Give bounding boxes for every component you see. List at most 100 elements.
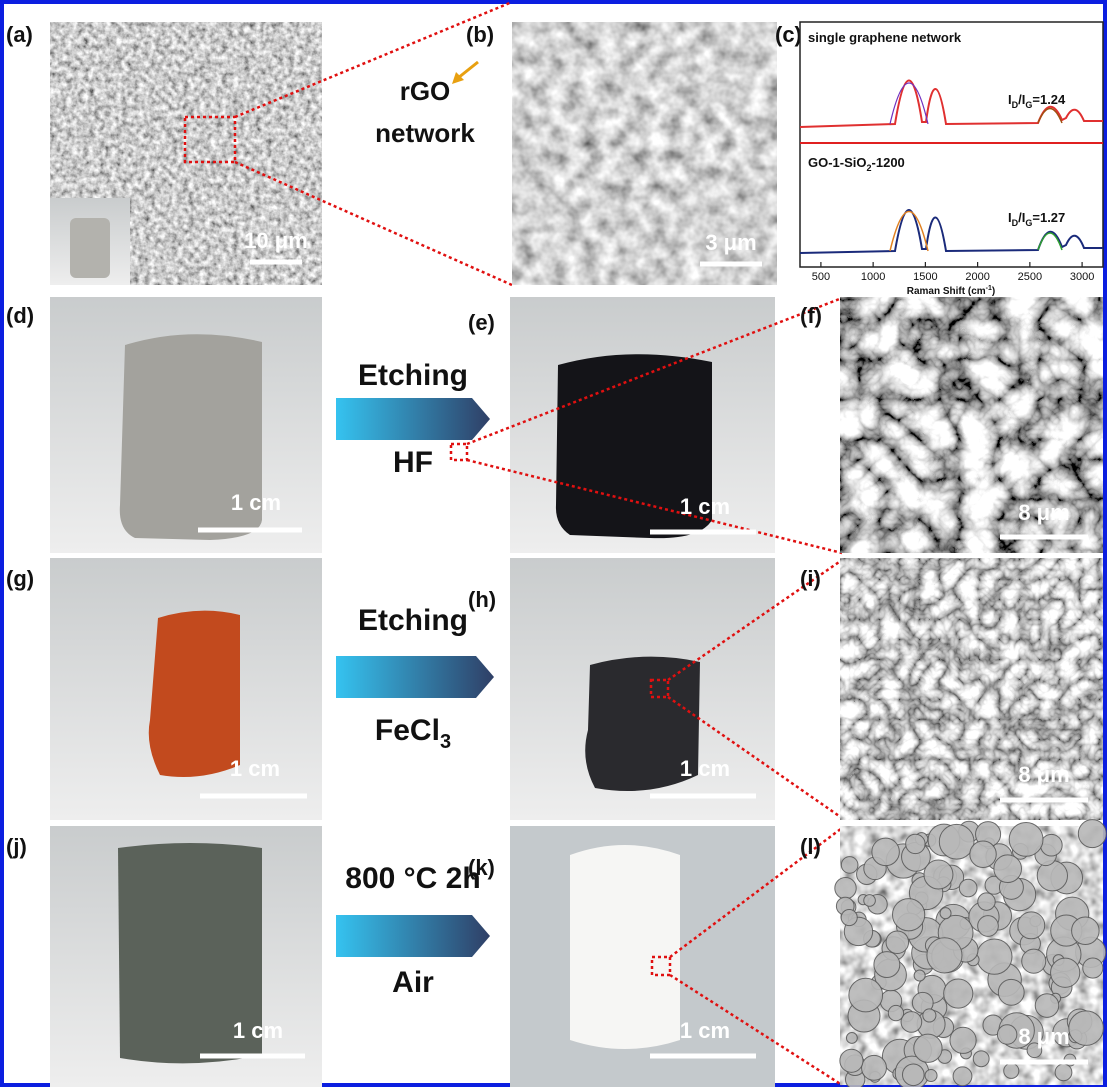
tick-label: 3000 [1070, 271, 1094, 283]
particle [914, 970, 925, 981]
particle [959, 879, 977, 897]
process-condition: HF [393, 446, 433, 479]
sample [570, 845, 680, 1049]
tick-label: 2500 [1018, 271, 1042, 283]
particle [841, 857, 858, 874]
ratio-part: /I [1018, 210, 1025, 225]
scale-label: 1 cm [230, 756, 280, 781]
tick-label: 500 [812, 271, 830, 283]
panel-label: (l) [800, 834, 821, 859]
spectrum-name: single graphene network [808, 30, 962, 45]
particle [1022, 949, 1046, 973]
process-arrow [336, 915, 490, 957]
name-part: -1200 [872, 155, 905, 170]
particle [872, 838, 900, 866]
ratio-part: G [1025, 100, 1032, 110]
panel-label: (e) [468, 310, 495, 335]
particle [978, 916, 999, 937]
particle [970, 841, 996, 867]
panel-label: (h) [468, 587, 496, 612]
panel-label: (i) [800, 566, 821, 591]
particle [953, 1067, 972, 1086]
particle [940, 908, 951, 919]
name-part: GO-1-SiO [808, 155, 867, 170]
particle [1051, 958, 1080, 987]
label-part: ) [992, 286, 995, 297]
scale-label: 1 cm [680, 1018, 730, 1043]
ratio-part: /I [1018, 92, 1025, 107]
particle [902, 1064, 924, 1086]
panel-label: (g) [6, 566, 34, 591]
particle [914, 1034, 942, 1062]
ratio-part: G [1025, 218, 1032, 228]
panel-label: (b) [466, 22, 494, 47]
x-axis-label: Raman Shift (cm-1) [907, 285, 995, 297]
process-arrow [336, 656, 494, 698]
particle [924, 860, 953, 889]
sample [149, 611, 240, 777]
process-step: 800 °C 2h [345, 862, 480, 895]
particle [925, 1069, 937, 1081]
particle [888, 1005, 903, 1020]
particle [892, 899, 924, 931]
annotation: rGO [400, 76, 451, 106]
particle [1072, 917, 1100, 945]
panel-label: (d) [6, 303, 34, 328]
particle [1035, 994, 1059, 1018]
tick-label: 1500 [913, 271, 937, 283]
particle [973, 1051, 989, 1067]
particle [862, 1055, 887, 1080]
scale-label: 8 μm [1018, 1024, 1069, 1049]
particle [1041, 834, 1063, 856]
particle [1009, 822, 1043, 856]
particle [994, 855, 1022, 883]
particle [923, 1009, 936, 1022]
label-part: Raman Shift (cm [907, 286, 986, 297]
particle [1069, 1011, 1104, 1046]
particle [841, 910, 857, 926]
particle [874, 952, 900, 978]
particle [927, 938, 962, 973]
panel-label: (a) [6, 22, 33, 47]
particle [840, 1049, 863, 1072]
ratio-part: =1.27 [1032, 210, 1065, 225]
scale-label: 8 μm [1018, 500, 1069, 525]
figure: 10 μm (a) 3 μm (b) rGO network (c) singl… [0, 0, 1107, 1087]
particle [978, 893, 995, 910]
panel-label: (k) [468, 855, 495, 880]
annotation: network [375, 118, 475, 148]
particle [886, 931, 909, 954]
particle [950, 1027, 976, 1053]
particle [939, 824, 974, 859]
process-condition: Air [392, 966, 434, 999]
process-step: Etching [358, 359, 468, 392]
particle [901, 1012, 922, 1033]
scale-label: 1 cm [231, 490, 281, 515]
particle [1004, 1063, 1019, 1078]
particle [906, 834, 925, 853]
particle [944, 979, 973, 1008]
scale-label: 1 cm [680, 756, 730, 781]
condition-part: 3 [440, 731, 451, 753]
particle [977, 939, 1012, 974]
scale-label: 3 μm [705, 230, 756, 255]
particle [1083, 958, 1103, 978]
process-step: Etching [358, 604, 468, 637]
particle [997, 1025, 1016, 1044]
tick-label: 1000 [861, 271, 885, 283]
scale-label: 10 μm [244, 228, 308, 253]
particle [864, 895, 876, 907]
scale-label: 1 cm [233, 1018, 283, 1043]
particle [1018, 912, 1045, 939]
scale-label: 8 μm [1018, 762, 1069, 787]
panel-label: (c) [775, 22, 802, 47]
particle [1078, 820, 1106, 848]
ratio-part: =1.24 [1032, 92, 1066, 107]
plot-frame [800, 22, 1103, 267]
sample [70, 218, 110, 278]
panel-label: (f) [800, 303, 822, 328]
particle [835, 877, 856, 898]
particle [998, 979, 1024, 1005]
scale-label: 1 cm [680, 494, 730, 519]
particle [1055, 1064, 1072, 1081]
